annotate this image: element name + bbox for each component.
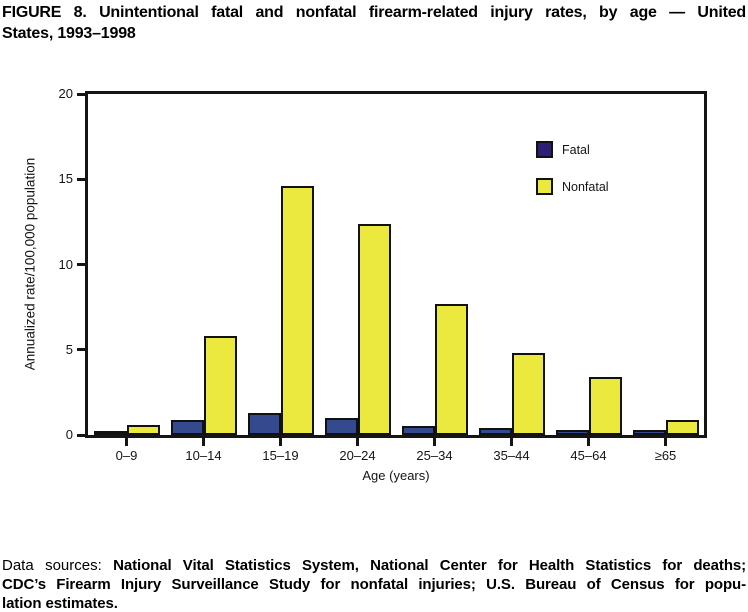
legend-swatch-fatal (536, 141, 553, 158)
y-axis-tick (77, 177, 85, 181)
bar-nonfatal-35-44 (511, 353, 545, 435)
legend-label-nonfatal: Nonfatal (562, 180, 609, 194)
figure-title-line2: States, 1993–1998 (2, 25, 136, 42)
figure-title-line1: FIGURE 8. Unintentional fatal and nonfat… (2, 4, 746, 21)
footer-line-2: CDC’s Firearm Injury Surveillance Study … (2, 576, 746, 593)
bar-nonfatal-65 (665, 420, 699, 435)
x-tick-label-15-19: 15–19 (262, 448, 299, 463)
x-tick-label-65: ≥65 (654, 448, 677, 463)
bar-fatal-15-19 (247, 413, 281, 435)
bar-nonfatal-25-34 (434, 304, 468, 435)
figure-title: FIGURE 8. Unintentional fatal and nonfat… (2, 2, 746, 44)
bar-fatal-65 (632, 430, 666, 435)
bar-fatal-20-24 (324, 418, 358, 435)
x-tick-label-35-44: 35–44 (493, 448, 530, 463)
x-axis-tick (664, 438, 667, 446)
y-tick-label: 15 (58, 171, 73, 187)
y-axis-tick (77, 433, 85, 437)
bar-fatal-25-34 (401, 426, 435, 435)
y-tick-label: 5 (65, 341, 73, 357)
bar-nonfatal-45-64 (588, 377, 622, 435)
x-axis-tick (587, 438, 590, 446)
footer-line-1: Data sources: National Vital Statistics … (2, 556, 746, 575)
bar-nonfatal-0-9 (126, 425, 160, 435)
x-axis-tick (433, 438, 436, 446)
y-axis-tick (77, 92, 85, 96)
x-tick-label-10-14: 10–14 (185, 448, 222, 463)
bar-nonfatal-15-19 (280, 186, 314, 435)
x-axis-tick (202, 438, 205, 446)
x-axis-label: Age (years) (362, 468, 430, 483)
y-axis-tick (77, 263, 85, 266)
x-tick-label-0-9: 0–9 (115, 448, 138, 463)
footer-line-3: lation estimates. (2, 595, 118, 612)
legend-label-fatal: Fatal (562, 143, 590, 157)
x-axis-tick (510, 438, 513, 446)
x-tick-label-25-34: 25–34 (416, 448, 453, 463)
bar-fatal-10-14 (170, 420, 204, 435)
bar-nonfatal-20-24 (357, 224, 391, 435)
y-tick-label: 20 (58, 86, 73, 101)
bar-fatal-35-44 (478, 428, 512, 435)
x-tick-label-45-64: 45–64 (570, 448, 607, 463)
legend-swatch-nonfatal (536, 178, 553, 195)
bar-fatal-45-64 (555, 430, 589, 435)
x-axis-tick (125, 438, 128, 446)
y-axis-tick (77, 348, 85, 352)
plot-area (85, 91, 707, 438)
bar-fatal-0-9 (93, 431, 127, 435)
y-tick-label: 0 (65, 427, 73, 442)
y-tick-label: 10 (58, 256, 73, 272)
bar-nonfatal-10-14 (203, 336, 237, 435)
footer-line-1-text: National Vital Statistics System, Nation… (113, 557, 747, 574)
x-axis-tick (279, 438, 282, 446)
data-sources-note: Data sources: National Vital Statistics … (2, 556, 746, 612)
x-axis-tick (356, 438, 359, 446)
footer-prefix: Data sources: (2, 557, 102, 574)
x-tick-label-20-24: 20–24 (339, 448, 376, 463)
